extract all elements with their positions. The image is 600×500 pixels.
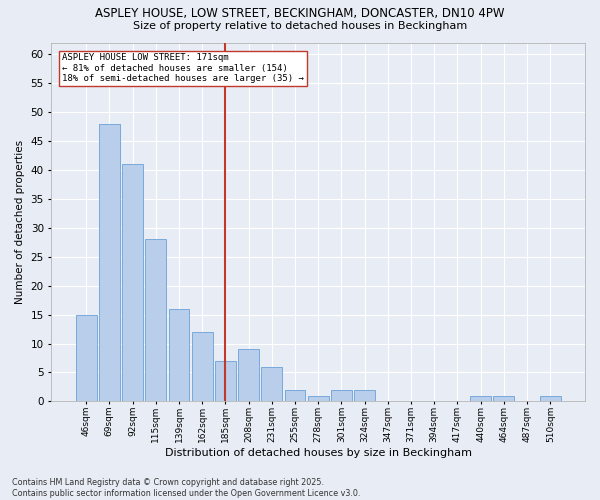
Bar (76, 314, 97, 402)
Text: ASPLEY HOUSE LOW STREET: 171sqm
← 81% of detached houses are smaller (154)
18% o: ASPLEY HOUSE LOW STREET: 171sqm ← 81% of… (62, 54, 304, 83)
Bar (470, 396, 491, 402)
Bar (331, 390, 352, 402)
Bar (169, 309, 190, 402)
Text: Contains HM Land Registry data © Crown copyright and database right 2025.
Contai: Contains HM Land Registry data © Crown c… (12, 478, 361, 498)
Bar (215, 361, 236, 402)
Bar (122, 164, 143, 402)
Bar (238, 350, 259, 402)
Text: ASPLEY HOUSE, LOW STREET, BECKINGHAM, DONCASTER, DN10 4PW: ASPLEY HOUSE, LOW STREET, BECKINGHAM, DO… (95, 8, 505, 20)
Text: Size of property relative to detached houses in Beckingham: Size of property relative to detached ho… (133, 21, 467, 31)
Bar (145, 240, 166, 402)
Bar (192, 332, 212, 402)
Bar (99, 124, 120, 402)
Y-axis label: Number of detached properties: Number of detached properties (15, 140, 25, 304)
Bar (540, 396, 561, 402)
Bar (262, 366, 282, 402)
Bar (284, 390, 305, 402)
Bar (308, 396, 329, 402)
Bar (493, 396, 514, 402)
X-axis label: Distribution of detached houses by size in Beckingham: Distribution of detached houses by size … (165, 448, 472, 458)
Bar (354, 390, 375, 402)
